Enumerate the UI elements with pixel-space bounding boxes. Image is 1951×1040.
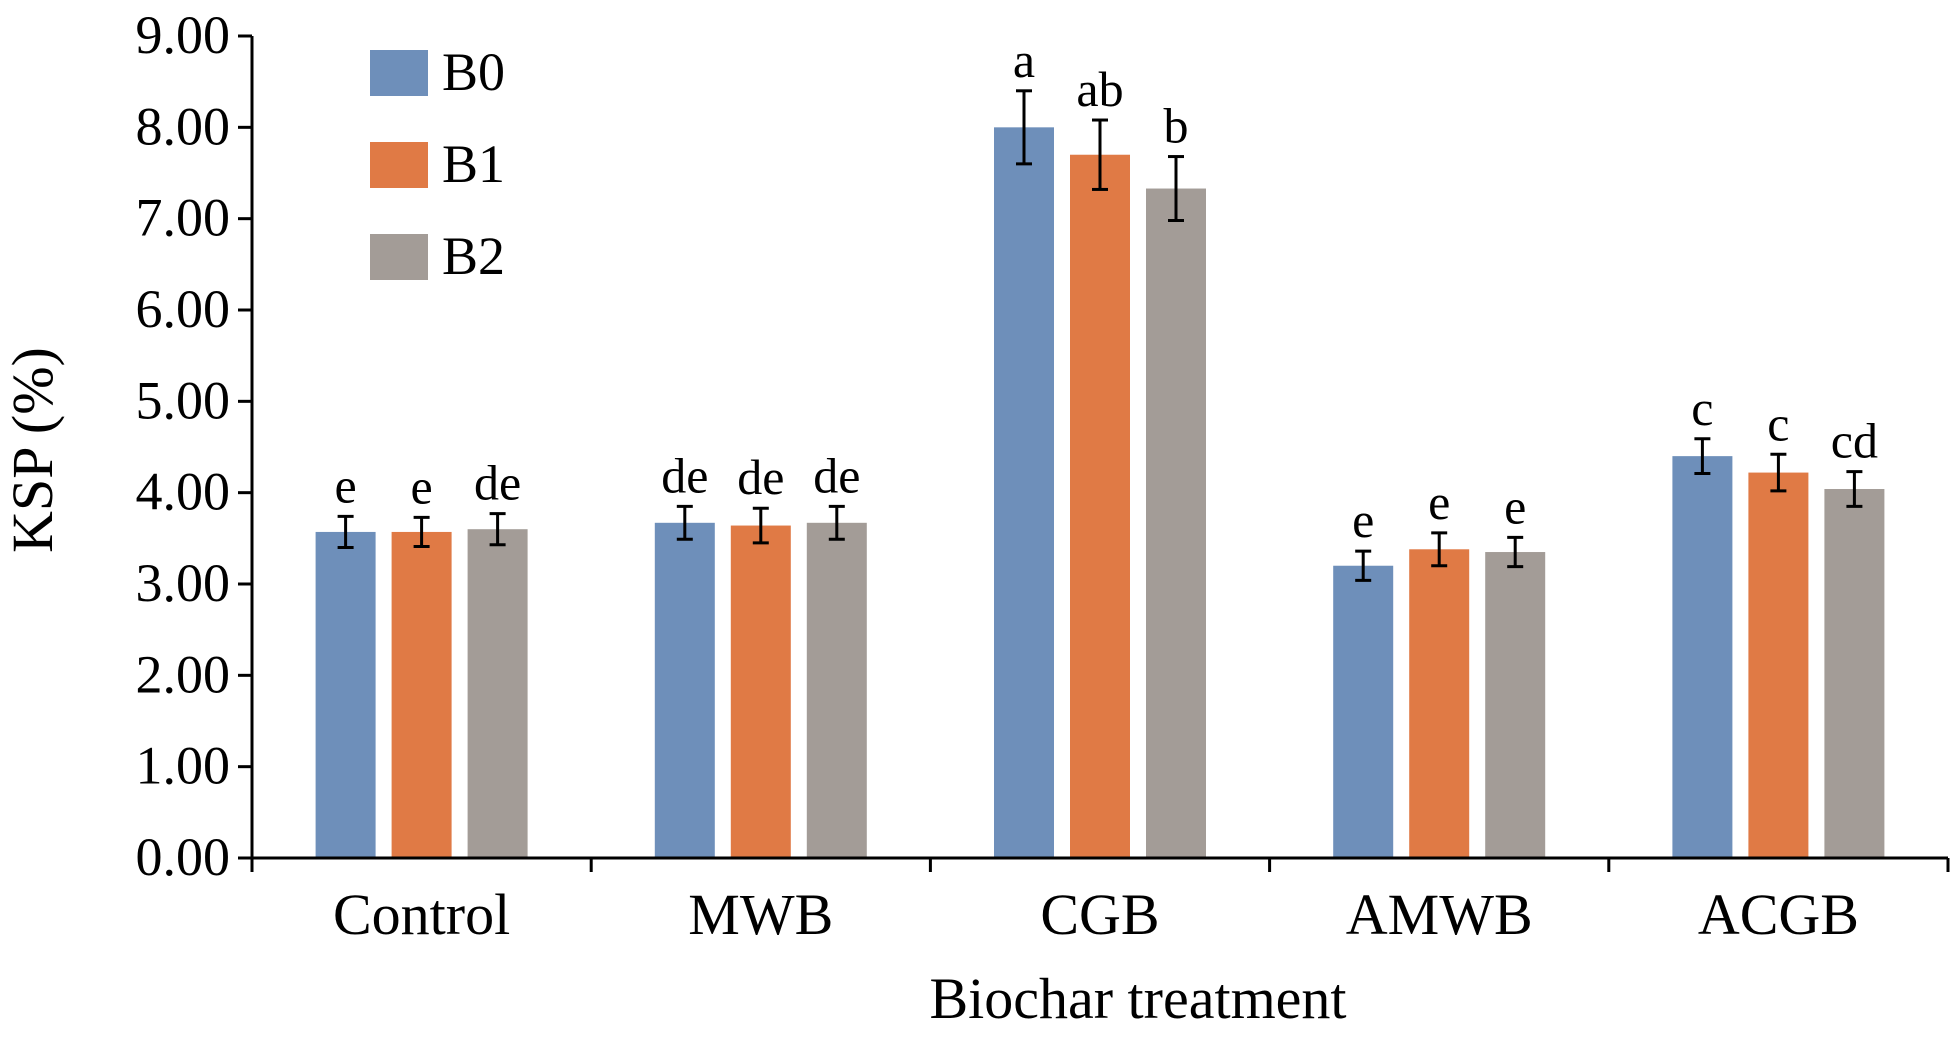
significance-label-B2-Control: de <box>474 455 521 511</box>
error-bar-B1-AMWB <box>1431 531 1448 568</box>
x-category-label-ACGB: ACGB <box>1698 882 1859 947</box>
error-bar-B1-MWB <box>752 506 769 545</box>
error-bar-B0-CGB <box>1016 89 1032 166</box>
x-axis-title: Biochar treatment <box>929 966 1346 1031</box>
axes-layer <box>238 34 1950 872</box>
y-axis-title: KSP (%) <box>0 347 65 553</box>
significance-label-B1-AMWB: e <box>1428 474 1450 530</box>
error-bar-B2-Control <box>489 512 506 547</box>
significance-label-B0-Control: e <box>334 457 356 513</box>
y-tick-label: 1.00 <box>136 736 231 796</box>
bar-B0-CGB <box>994 127 1054 859</box>
x-category-labels: Control MWB CGB AMWB ACGB <box>333 882 1859 947</box>
y-tick-label: 8.00 <box>136 96 231 156</box>
legend-label-B0: B0 <box>442 42 505 102</box>
bar-B2-MWB <box>806 522 867 858</box>
error-bar-B1-ACGB <box>1770 452 1787 493</box>
bar-B2-CGB <box>1146 188 1206 858</box>
significance-label-B1-Control: e <box>410 458 432 514</box>
error-bars-layer <box>337 89 1863 582</box>
x-category-label-MWB: MWB <box>688 882 833 947</box>
significance-label-B1-MWB: de <box>737 449 784 505</box>
y-tick-label: 5.00 <box>136 370 231 430</box>
y-tick-label: 0.00 <box>136 827 231 887</box>
legend-label-B2: B2 <box>442 226 505 286</box>
bar-B2-ACGB <box>1824 489 1885 858</box>
y-tick-label: 4.00 <box>136 462 231 522</box>
legend-swatch-B2 <box>370 234 428 280</box>
significance-label-B0-CGB: a <box>1013 32 1035 88</box>
error-bar-B0-Control <box>337 514 354 549</box>
bar-B0-MWB <box>654 522 715 858</box>
bar-B2-Control <box>467 529 528 858</box>
y-tick-label: 2.00 <box>136 644 231 704</box>
bar-B1-ACGB <box>1748 472 1809 858</box>
error-bar-B2-AMWB <box>1507 535 1524 569</box>
error-bar-B2-MWB <box>828 504 845 541</box>
significance-label-B2-AMWB: e <box>1504 478 1526 534</box>
error-bar-B0-ACGB <box>1694 437 1711 475</box>
error-bar-B1-CGB <box>1092 118 1108 191</box>
legend-label-B1: B1 <box>442 134 505 194</box>
significance-label-B1-CGB: ab <box>1076 61 1123 117</box>
error-bar-B2-CGB <box>1168 155 1184 222</box>
bar-B2-AMWB <box>1485 552 1546 858</box>
bar-B1-MWB <box>730 525 791 858</box>
legend: B0 B1 B2 <box>370 42 505 286</box>
legend-swatch-B1 <box>370 142 428 188</box>
error-bar-B0-MWB <box>676 504 693 541</box>
significance-label-B0-MWB: de <box>661 447 708 503</box>
y-tick-label: 3.00 <box>136 553 231 613</box>
significance-label-B2-MWB: de <box>813 447 860 503</box>
significance-label-B0-AMWB: e <box>1352 492 1374 548</box>
y-tick-label: 7.00 <box>136 188 231 248</box>
error-bar-B2-ACGB <box>1846 470 1863 508</box>
error-bar-B1-Control <box>413 515 430 549</box>
significance-label-B2-CGB: b <box>1164 98 1189 154</box>
x-category-label-Control: Control <box>333 882 510 947</box>
error-bar-B0-AMWB <box>1355 549 1372 582</box>
bar-B1-CGB <box>1070 154 1130 858</box>
bar-B1-Control <box>391 531 452 858</box>
bars-layer <box>315 127 1885 859</box>
x-category-label-CGB: CGB <box>1040 882 1159 947</box>
bar-B0-ACGB <box>1672 456 1733 858</box>
y-tick-label: 6.00 <box>136 279 231 339</box>
significance-label-B0-ACGB: c <box>1691 380 1713 436</box>
y-tick-labels: 0.00 1.00 2.00 3.00 4.00 5.00 6.00 7.00 8.00 9.00 <box>136 5 231 887</box>
bar-B0-AMWB <box>1333 565 1394 858</box>
x-category-label-AMWB: AMWB <box>1346 882 1533 947</box>
significance-label-B2-ACGB: cd <box>1831 413 1878 469</box>
bar-B1-AMWB <box>1409 549 1470 858</box>
y-tick-label: 9.00 <box>136 5 231 65</box>
significance-label-B1-ACGB: c <box>1767 395 1789 451</box>
bar-B0-Control <box>315 531 376 858</box>
legend-swatch-B0 <box>370 50 428 96</box>
